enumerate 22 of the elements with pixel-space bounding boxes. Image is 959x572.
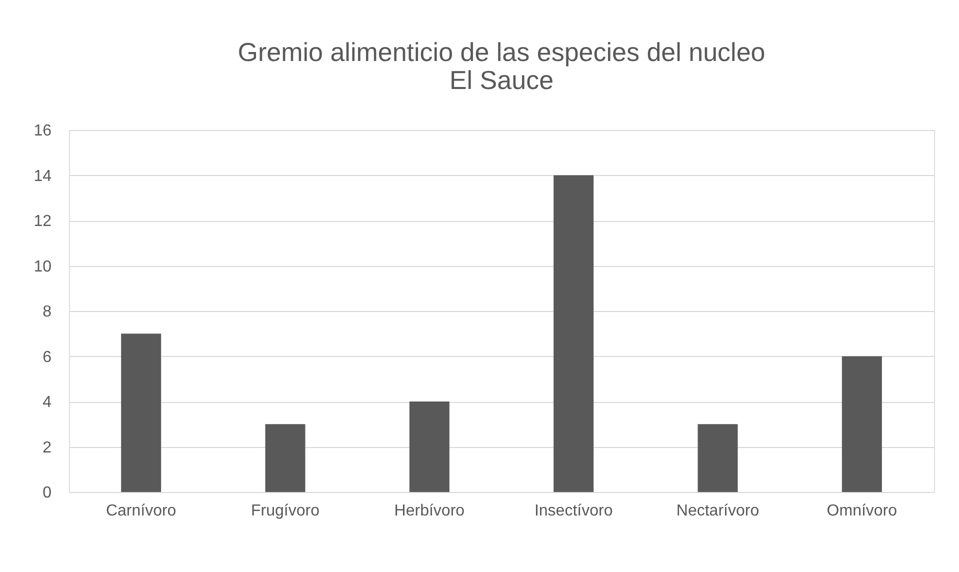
x-tick-label: Omnívoro xyxy=(826,502,898,520)
y-tick-label: 4 xyxy=(42,394,52,411)
y-tick-label: 10 xyxy=(34,258,52,276)
y-tick-label: 0 xyxy=(42,484,52,502)
x-tick-label: Frugívoro xyxy=(251,502,320,520)
x-tick-label: Nectarívoro xyxy=(676,502,760,520)
y-tick-label: 8 xyxy=(42,304,52,320)
bar xyxy=(842,356,882,492)
bar xyxy=(698,424,738,492)
bar xyxy=(121,334,162,492)
y-tick-label: 12 xyxy=(34,213,52,230)
chart-title: Gremio alimenticio de las especies del nucleo El Sauce xyxy=(238,37,766,95)
bar xyxy=(554,175,594,492)
y-tick-label: 16 xyxy=(34,122,52,140)
y-tick-label: 14 xyxy=(34,168,52,185)
bar xyxy=(409,402,450,492)
x-tick-label: Herbívoro xyxy=(394,502,465,520)
bar xyxy=(265,424,306,492)
y-tick-label: 2 xyxy=(42,439,52,456)
y-tick-label: 6 xyxy=(42,348,52,366)
x-tick-label: Carnívoro xyxy=(106,502,176,520)
x-tick-label: Insectívoro xyxy=(534,502,613,520)
